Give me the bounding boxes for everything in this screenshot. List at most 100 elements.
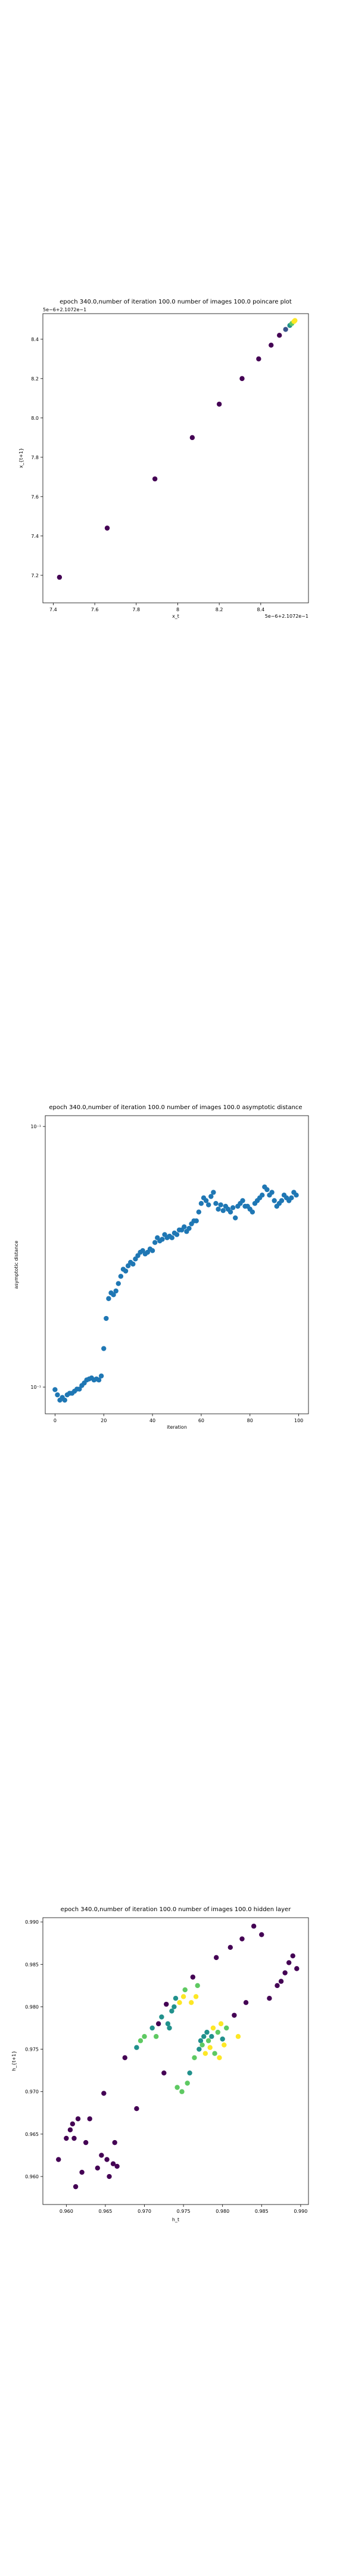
- data-point: [186, 1225, 192, 1231]
- data-point: [197, 2046, 202, 2052]
- hidden-layer-chart: epoch 340.0,number of iteration 100.0 nu…: [11, 1906, 309, 2222]
- data-point: [283, 327, 288, 332]
- data-point: [67, 2127, 73, 2132]
- data-point: [206, 1202, 211, 1208]
- y-tick-label: 7.6: [31, 494, 39, 500]
- data-point: [235, 2034, 241, 2039]
- data-point: [267, 1995, 272, 2001]
- data-point: [269, 342, 274, 348]
- x-tick-label: 0.965: [98, 2209, 112, 2214]
- data-point: [208, 1194, 214, 1199]
- data-point: [213, 1201, 219, 1206]
- data-point: [142, 2034, 147, 2039]
- data-point: [169, 1235, 175, 1240]
- data-point: [64, 2135, 69, 2141]
- y-tick-label: 0.965: [25, 2132, 39, 2137]
- data-point: [272, 1198, 277, 1203]
- data-point: [152, 1240, 158, 1245]
- data-point: [232, 2012, 237, 2018]
- y-tick-label: 0.970: [25, 2089, 39, 2095]
- data-point: [198, 2038, 204, 2044]
- data-point: [179, 2089, 185, 2094]
- y-axis-label: asymptotic distance: [14, 1240, 19, 1289]
- data-point: [180, 1994, 186, 1999]
- data-point: [277, 333, 282, 338]
- data-point: [112, 2140, 117, 2145]
- x-tick-label: 7.8: [132, 607, 140, 612]
- data-point: [87, 2116, 92, 2122]
- data-point: [286, 1960, 292, 1965]
- data-point: [106, 1296, 111, 1301]
- x-axis-label: iteration: [167, 1425, 187, 1430]
- data-point: [149, 2025, 155, 2031]
- data-point: [110, 2161, 116, 2166]
- marks-group: [52, 1184, 299, 1403]
- data-point: [289, 1195, 294, 1201]
- data-point: [104, 1315, 109, 1321]
- data-point: [174, 1232, 180, 1237]
- data-point: [165, 2021, 171, 2027]
- data-point: [196, 1209, 202, 1215]
- data-point: [154, 2034, 159, 2039]
- x-offset-label: 5e−6+2.1072e−1: [265, 614, 308, 619]
- data-point: [193, 1994, 199, 1999]
- chart-title: epoch 340.0,number of iteration 100.0 nu…: [49, 1104, 302, 1111]
- y-tick-label: 7.8: [31, 455, 39, 460]
- data-point: [70, 2121, 76, 2127]
- data-point: [155, 2021, 161, 2027]
- data-point: [239, 376, 245, 382]
- x-ticks: 0.960 0.965 0.970 0.975 0.980 0.985 0.990: [60, 2205, 307, 2214]
- data-point: [182, 1987, 188, 1993]
- data-point: [114, 2163, 120, 2169]
- x-tick-label: 0.975: [177, 2209, 191, 2214]
- x-ticks: 7.4 7.6 7.8 8 8.2 8.4: [49, 603, 264, 612]
- data-point: [290, 1953, 295, 1959]
- data-point: [152, 476, 158, 482]
- data-point: [260, 1192, 265, 1198]
- data-point: [73, 2184, 79, 2190]
- data-point: [187, 2070, 192, 2076]
- x-tick-label: 20: [101, 1418, 107, 1423]
- data-point: [71, 2135, 77, 2141]
- data-point: [202, 2051, 208, 2056]
- data-point: [218, 2021, 224, 2027]
- data-point: [160, 1237, 165, 1242]
- y-tick-label: 0.985: [25, 1962, 39, 1967]
- y-tick-label: 8.0: [31, 416, 39, 421]
- y-tick-label: 0.980: [25, 2004, 39, 2010]
- data-point: [177, 2000, 182, 2005]
- data-point: [227, 1945, 233, 1950]
- data-point: [243, 2000, 249, 2005]
- chart-title: epoch 340.0,number of iteration 100.0 nu…: [61, 1906, 292, 1913]
- data-point: [216, 1206, 221, 1212]
- x-tick-label: 8.4: [257, 607, 264, 612]
- y-tick-label: 7.2: [31, 573, 39, 578]
- data-point: [294, 1966, 300, 1971]
- data-point: [204, 2029, 210, 2035]
- data-point: [182, 1224, 187, 1230]
- data-point: [278, 1979, 284, 1984]
- asymptotic-distance-chart: epoch 340.0,number of iteration 100.0 nu…: [14, 1104, 309, 1430]
- data-point: [56, 2157, 61, 2162]
- data-point: [172, 2004, 177, 2010]
- data-point: [113, 1288, 119, 1294]
- data-point: [294, 1192, 299, 1198]
- data-point: [210, 2025, 216, 2031]
- data-point: [101, 2091, 107, 2096]
- data-point: [217, 2055, 222, 2061]
- data-point: [55, 1392, 60, 1398]
- x-tick-label: 100: [294, 1418, 303, 1423]
- y-offset-label: 5e−6+2.1072e−1: [43, 307, 86, 312]
- y-axis-label: x_{t+1}: [18, 448, 24, 468]
- data-point: [227, 1209, 233, 1215]
- data-point: [107, 2174, 112, 2179]
- y-tick-label: 10⁻¹: [30, 1124, 41, 1129]
- data-point: [256, 356, 261, 362]
- data-point: [104, 525, 110, 531]
- data-point: [220, 2036, 225, 2042]
- data-point: [134, 2106, 139, 2111]
- data-point: [98, 1373, 104, 1379]
- data-point: [161, 2070, 167, 2076]
- data-point: [209, 2034, 214, 2039]
- data-point: [205, 2038, 211, 2044]
